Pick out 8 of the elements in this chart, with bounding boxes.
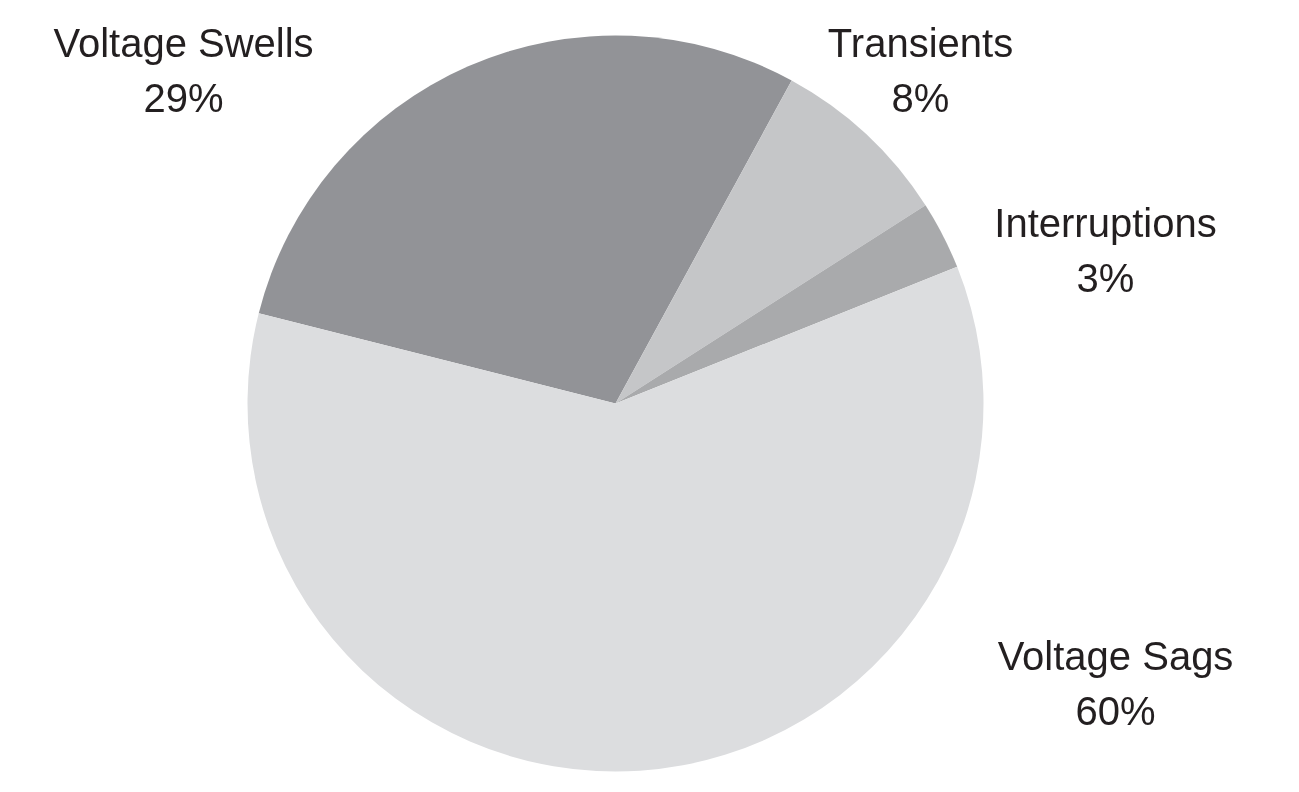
data-label: 8%: [891, 76, 950, 120]
data-label: 60%: [1075, 689, 1156, 733]
slice-label: Voltage Swells: [53, 21, 314, 65]
data-label: 3%: [1076, 256, 1135, 300]
slice-label: Interruptions: [994, 201, 1217, 245]
slice-label: Voltage Sags: [997, 634, 1234, 678]
data-label: 29%: [143, 76, 224, 120]
slice-label: Transients: [827, 21, 1014, 65]
